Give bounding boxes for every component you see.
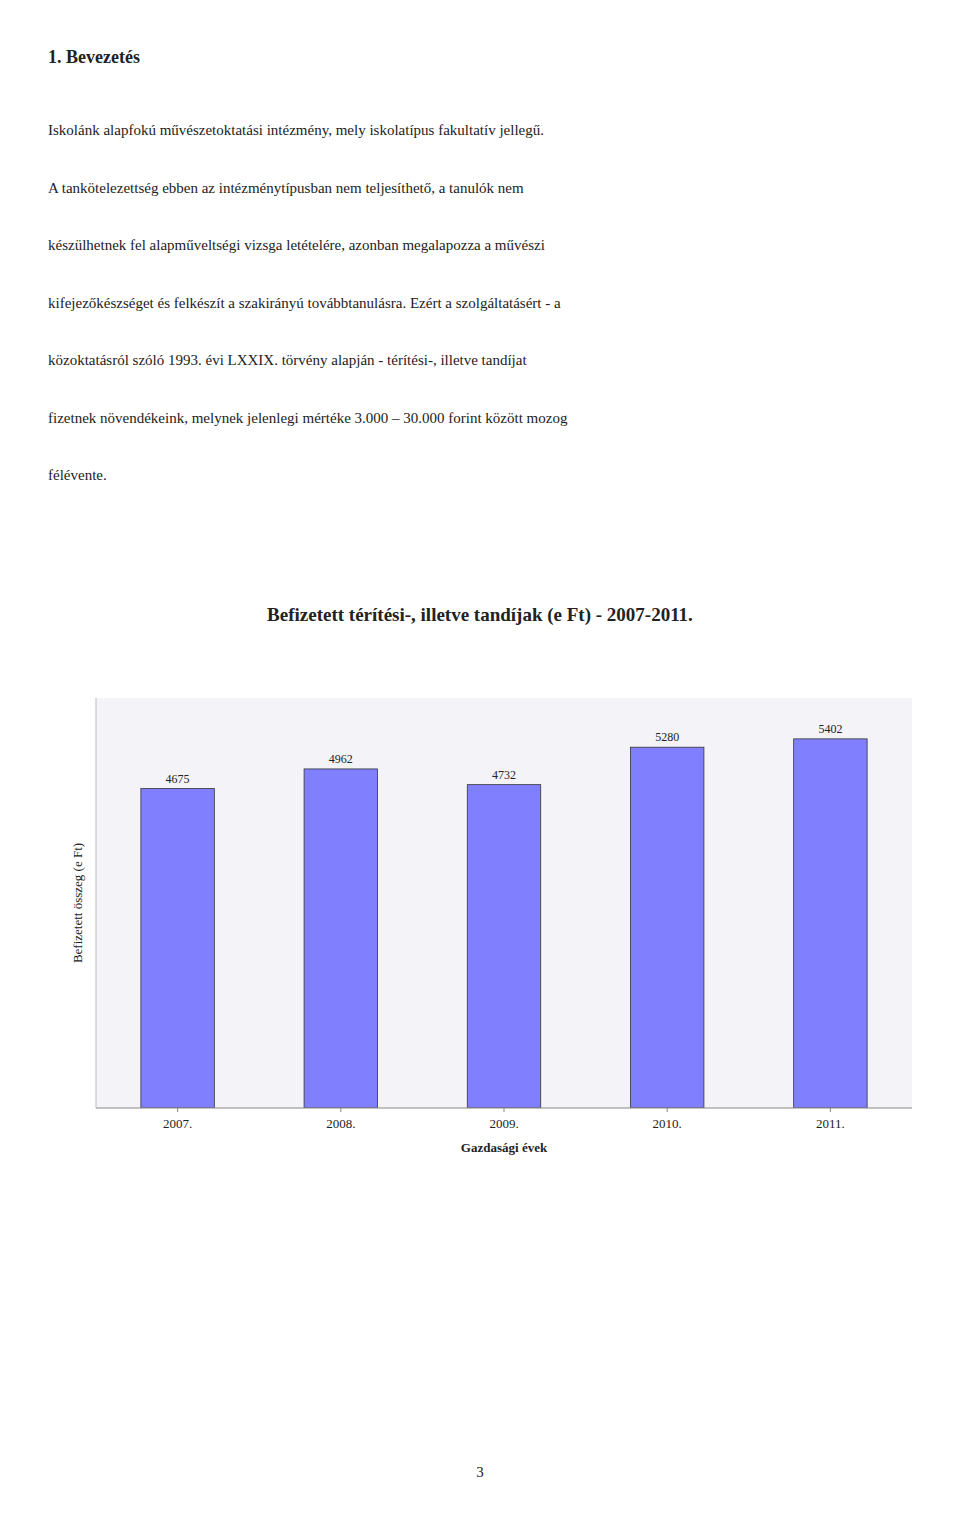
page-number: 3 [476, 1464, 484, 1480]
bars [141, 739, 867, 1108]
paragraph-line: kifejezőkészséget és felkészít a szakirá… [48, 295, 561, 311]
y-axis-line [96, 698, 97, 1108]
x-tick-label: 2007. [163, 1116, 192, 1131]
data-label: 5280 [655, 730, 679, 744]
data-label: 4732 [492, 768, 516, 782]
plot-area [96, 698, 912, 1108]
bar [304, 769, 377, 1108]
data-label: 4675 [166, 772, 190, 786]
x-tick-label: 2011. [816, 1116, 845, 1131]
x-tick-label: 2010. [653, 1116, 682, 1131]
x-tick [177, 1108, 178, 1112]
paragraph-line: félévente. [48, 467, 107, 483]
x-axis-label: Gazdasági évek [461, 1140, 548, 1155]
data-label: 5402 [818, 722, 842, 736]
paragraph-line: A tankötelezettség ebben az intézménytíp… [48, 180, 524, 196]
x-tick [504, 1108, 505, 1112]
data-label: 4962 [329, 752, 353, 766]
x-tick [667, 1108, 668, 1112]
x-tick [830, 1108, 831, 1112]
bar [141, 789, 214, 1108]
chart-title: Befizetett térítési-, illetve tandíjak (… [267, 604, 693, 626]
paragraph-line: fizetnek növendékeink, melynek jelenlegi… [48, 410, 568, 426]
page: 1. Bevezetés Iskolánk alapfokú művészetok… [0, 0, 960, 1518]
x-tick-label: 2008. [326, 1116, 355, 1131]
paragraph-line: készülhetnek fel alapműveltségi vizsga l… [48, 237, 545, 253]
paragraph-line: Iskolánk alapfokú művészetoktatási intéz… [48, 122, 544, 138]
bar [467, 785, 540, 1108]
x-tick-label: 2009. [489, 1116, 518, 1131]
x-tick [340, 1108, 341, 1112]
y-axis-label: Befizetett összeg (e Ft) [70, 843, 85, 963]
paragraph-line: közoktatásról szóló 1993. évi LXXIX. tör… [48, 352, 527, 368]
bar [630, 747, 703, 1108]
bar [794, 739, 867, 1108]
paragraph-heading: 1. Bevezetés [48, 47, 140, 67]
